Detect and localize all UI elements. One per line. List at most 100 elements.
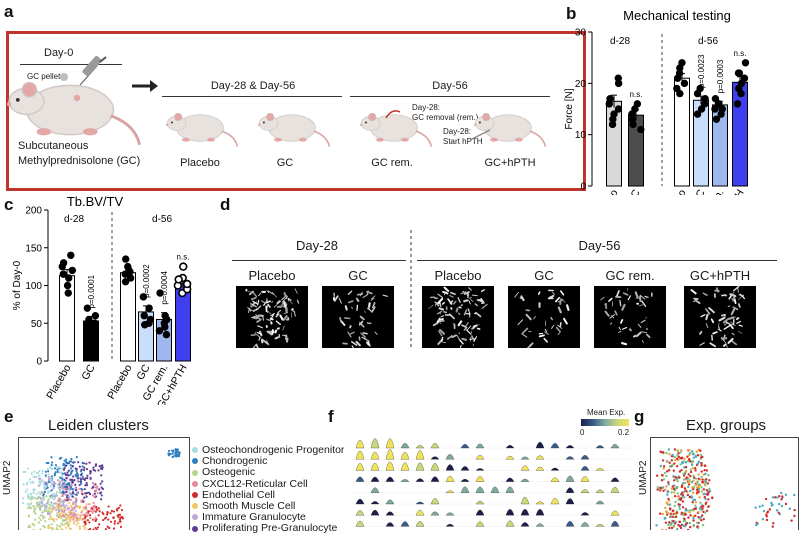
data-point [69,267,76,274]
gc-pellet-icon [60,73,68,81]
umap-point [83,514,85,516]
umap-point [119,521,121,523]
trabecula [445,288,449,291]
violin-shape [386,462,394,471]
umap-point [96,509,98,511]
umap-point [705,503,707,505]
umap-point [682,506,684,508]
y-tick-label: 150 [25,243,42,254]
umap-point [97,469,99,471]
trabecula [717,288,718,291]
gc-hpth-mouse [474,113,545,147]
umap-point [26,488,28,490]
umap-point [62,495,64,497]
trabecula [253,303,254,306]
cluster-name: Immature Granulocyte [202,511,306,523]
umap-point [51,464,53,466]
data-point [742,59,749,66]
trabecula [523,329,528,333]
umap-point [697,511,699,513]
y-tick-label: 20 [575,79,587,90]
trabecula [460,345,461,347]
umap-point [44,520,46,522]
umap-point [60,522,62,524]
umap-point [64,480,66,482]
umap-point [656,488,658,490]
umap-point [672,475,674,477]
violin-shape [401,443,409,448]
cluster-name: Smooth Muscle Cell [202,500,295,512]
microct-image-gc-hpth-d56 [684,286,756,348]
data-point [60,259,67,266]
umap-point [62,500,64,502]
umap-point [78,488,80,490]
umap-point [697,525,699,527]
violin-shape [401,522,409,527]
umap-point [48,507,50,509]
umap-point [68,507,70,509]
umap-point [77,477,79,479]
umap-point [76,492,78,494]
violin-shape [536,509,544,515]
umap-point [662,451,664,453]
trabecula [363,294,368,297]
violin-shape [596,524,604,526]
umap-point [776,496,778,498]
trabecula [706,324,708,328]
violin-shape [521,509,529,515]
umap-point [42,517,44,519]
umap-point [689,514,691,516]
x-tick-label: Placebo [105,362,134,401]
trabecula [442,337,443,340]
violin-shape [611,487,619,493]
umap-point [120,526,122,528]
cluster-color-swatch [192,447,198,453]
violin-shape [431,443,439,448]
umap-point [61,477,63,479]
umap-point [77,519,79,521]
violin-shape [371,510,379,515]
violin-shape [356,477,364,482]
violin-shape [551,498,559,504]
umap-point [704,473,706,475]
umap-point [663,478,665,480]
umap-point [673,525,675,527]
trabecula [737,321,740,323]
hpth-syringe-icon [470,130,490,140]
umap-point [40,514,42,516]
trabecula [469,288,472,290]
umap-point [69,520,71,522]
umap-point [700,456,702,458]
umap-point [27,503,29,505]
umap-point [61,491,63,493]
umap-point [42,515,44,517]
trabecula [728,339,732,343]
trabecula [339,298,341,303]
umap-point [680,527,682,529]
umap-point [119,504,121,506]
microct-image-placebo-d28 [236,286,308,348]
umap-point [704,464,706,466]
umap-point [676,486,678,488]
umap-point [34,497,36,499]
trabecula [448,299,452,304]
umap-point [101,480,103,482]
violin-shape [356,510,364,515]
umap-point [677,480,679,482]
trabecula [280,316,282,320]
cluster-color-swatch [192,514,198,520]
umap-point [689,475,691,477]
umap-point [104,517,106,519]
trabecula [294,311,295,316]
umap-point [692,492,694,494]
umap-point [79,466,81,468]
umap-point [681,513,683,515]
umap-point [178,455,180,457]
umap-point [57,500,59,502]
umap-point [71,495,73,497]
umap-point [699,507,701,509]
umap-point [682,493,684,495]
umap-point [72,475,74,477]
umap-point [55,464,57,466]
umap-point [793,515,795,517]
